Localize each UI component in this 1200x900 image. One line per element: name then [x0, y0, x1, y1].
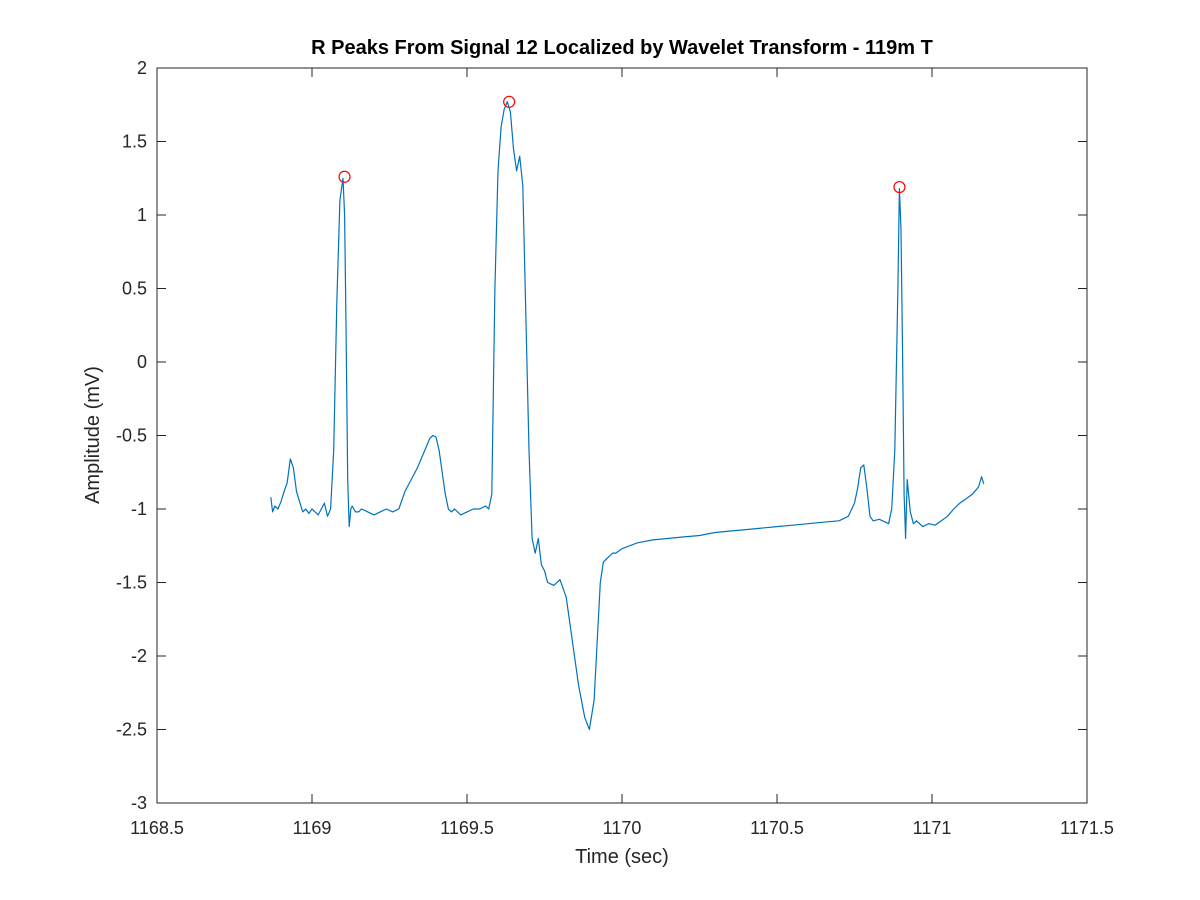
x-tick-label-1: 1169 [293, 818, 332, 838]
y-tick-label-8: 1 [137, 205, 147, 225]
x-tick-label-0: 1168.5 [130, 818, 184, 838]
y-tick-label-10: 2 [137, 58, 147, 78]
ecg-signal-line [270, 101, 985, 731]
series-layer [270, 101, 985, 731]
r-peak-marker-0 [338, 170, 351, 183]
peak-marker-layer [338, 95, 906, 194]
x-tick-label-3: 1170 [603, 818, 642, 838]
y-tick-label-5: -0.5 [116, 426, 147, 446]
x-tick-layer: 1168.5 1169 1169.5 1170 1170.5 1171 1171.5 [130, 68, 1114, 838]
x-tick-label-5: 1171 [913, 818, 952, 838]
title-group: R Peaks From Signal 12 Localized by Wave… [311, 37, 933, 59]
y-tick-layer: -3 -2.5 -2 -1.5 -1 -0.5 0 0.5 1 1.5 2 [116, 58, 1087, 813]
x-tick-label-4: 1170.5 [750, 818, 804, 838]
y-tick-label-0: -3 [131, 793, 147, 813]
chart-title: R Peaks From Signal 12 Localized by Wave… [311, 37, 933, 59]
y-tick-label-1: -2.5 [116, 720, 147, 740]
plot-area: 1168.5 1169 1169.5 1170 1170.5 1171 1171.5 -3-… [116, 58, 1114, 838]
r-peak-marker-1 [503, 95, 516, 108]
y-tick-label-3: -1.5 [116, 573, 147, 593]
y-tick-label-2: -2 [131, 646, 147, 666]
y-tick-label-4: -1 [131, 499, 147, 519]
x-tick-label-6: 1171.5 [1060, 818, 1114, 838]
y-tick-label-6: 0 [137, 352, 147, 372]
x-axis-label: Time (sec) [575, 846, 669, 868]
y-tick-label-7: 0.5 [122, 279, 147, 299]
axes-box [156, 67, 1088, 804]
y-tick-label-9: 1.5 [122, 132, 147, 152]
r-peak-marker-2 [893, 180, 906, 194]
x-tick-label-2: 1169.5 [440, 818, 494, 838]
y-axis-label: Amplitude (mV) [82, 366, 104, 504]
